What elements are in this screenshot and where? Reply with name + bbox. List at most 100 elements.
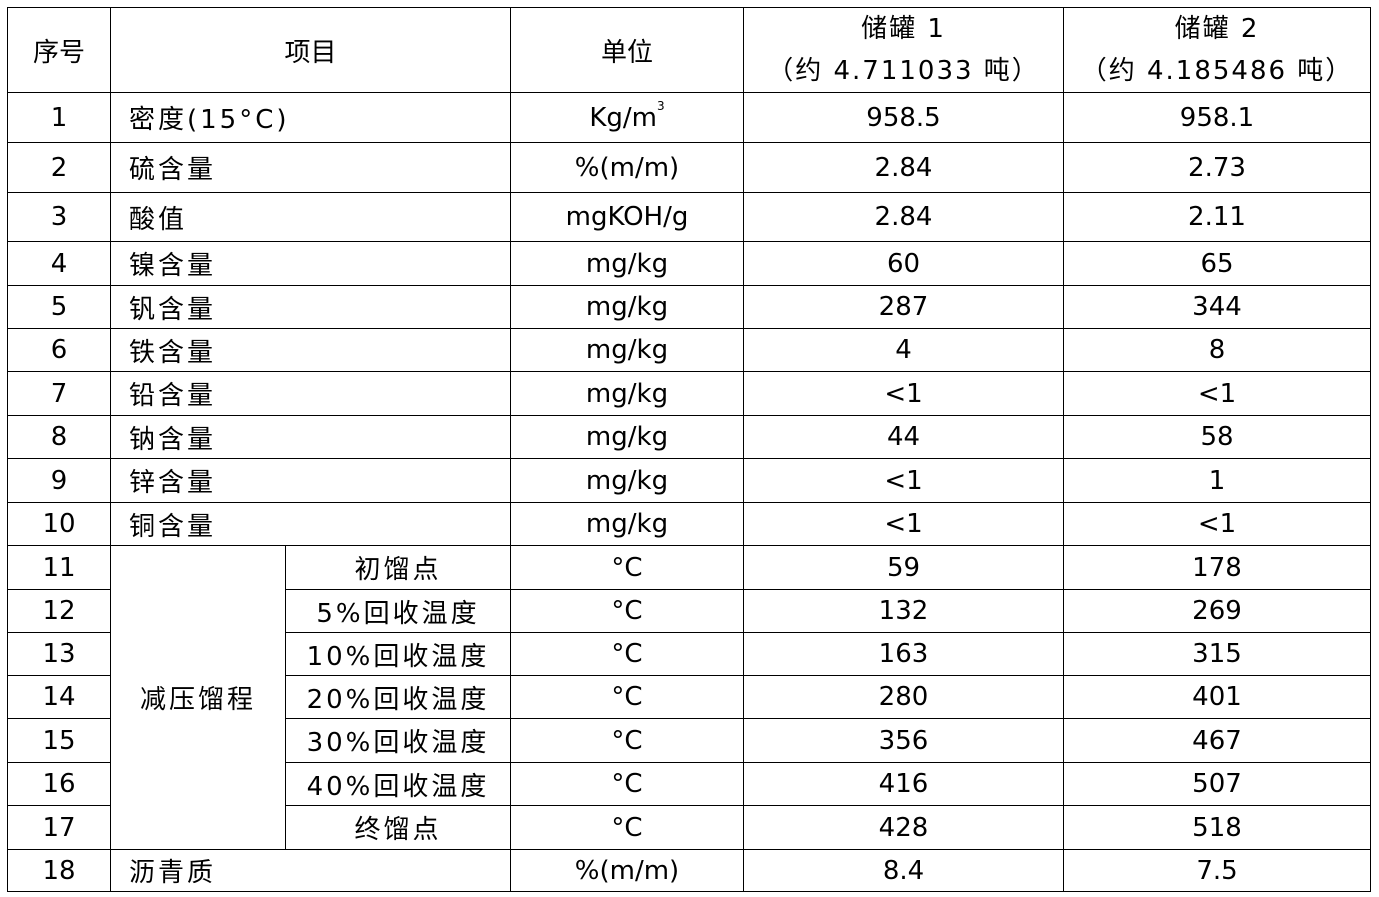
table-row: 6 铁含量 mg/kg 4 8 [7, 328, 1371, 372]
row-unit: mg/kg [510, 285, 744, 329]
row-tank1-value: 280 [743, 675, 1064, 719]
unit-text: °C [611, 812, 643, 843]
row-tank1-value: 2.84 [743, 192, 1064, 242]
table-row: 14 20%回收温度 °C 280 401 [7, 675, 1371, 719]
row-no: 15 [7, 718, 111, 763]
row-tank1-value: 44 [743, 415, 1064, 459]
row-subitem: 30%回收温度 [285, 718, 511, 763]
unit-text: °C [611, 682, 643, 712]
header-tank2: 储罐 2 （约 4.185486 吨） [1063, 7, 1371, 93]
unit-text: °C [611, 552, 643, 583]
unit-text: Kg/m [589, 102, 657, 133]
table-row: 3 酸值 mgKOH/g 2.84 2.11 [7, 192, 1371, 242]
row-no: 4 [7, 241, 111, 286]
row-item: 铁含量 [110, 328, 511, 372]
row-unit: mg/kg [510, 502, 744, 546]
row-tank2-value: 401 [1063, 675, 1371, 719]
row-unit: %(m/m) [510, 142, 744, 193]
header-row: 序号 项目 单位 储罐 1 （约 4.711033 吨） 储罐 2 （约 4.1… [7, 7, 1371, 93]
row-tank1-value: <1 [743, 458, 1064, 503]
table-row: 10 铜含量 mg/kg <1 <1 [7, 502, 1371, 546]
row-tank2-value: <1 [1063, 371, 1371, 416]
row-item: 沥青质 [110, 849, 511, 892]
row-item: 铅含量 [110, 371, 511, 416]
row-tank1-value: 8.4 [743, 849, 1064, 892]
unit-text: °C [611, 639, 643, 669]
row-unit: mg/kg [510, 241, 744, 286]
table-row: 15 30%回收温度 °C 356 467 [7, 718, 1371, 763]
row-no: 16 [7, 762, 111, 806]
row-item: 锌含量 [110, 458, 511, 503]
row-no: 6 [7, 328, 111, 372]
row-tank1-value: 4 [743, 328, 1064, 372]
row-tank1-value: 132 [743, 589, 1064, 633]
row-tank2-value: 467 [1063, 718, 1371, 763]
unit-text: mg/kg [585, 378, 669, 409]
row-no: 17 [7, 805, 111, 850]
unit-text: %(m/m) [574, 855, 680, 886]
row-subitem: 终馏点 [285, 805, 511, 850]
table-row: 13 10%回收温度 °C 163 315 [7, 632, 1371, 676]
row-subitem: 40%回收温度 [285, 762, 511, 806]
row-tank1-value: <1 [743, 502, 1064, 546]
row-tank2-value: 65 [1063, 241, 1371, 286]
row-tank1-value: 416 [743, 762, 1064, 806]
row-unit: °C [510, 805, 744, 850]
row-item: 铜含量 [110, 502, 511, 546]
row-unit: °C [510, 589, 744, 633]
row-unit: °C [510, 632, 744, 676]
row-tank1-value: 60 [743, 241, 1064, 286]
row-unit: °C [510, 718, 744, 763]
row-item: 钠含量 [110, 415, 511, 459]
table-row: 2 硫含量 %(m/m) 2.84 2.73 [7, 142, 1371, 193]
table-row: 11 减压馏程 初馏点 °C 59 178 [7, 545, 1371, 850]
row-tank1-value: 59 [743, 545, 1064, 590]
unit-text: mgKOH/g [565, 202, 689, 232]
tank2-weight: （约 4.185486 吨） [1080, 56, 1354, 86]
row-no: 10 [7, 502, 111, 546]
row-tank1-value: 163 [743, 632, 1064, 676]
row-tank2-value: 58 [1063, 415, 1371, 459]
row-no: 5 [7, 285, 111, 329]
unit-text: mg/kg [585, 465, 669, 496]
row-tank2-value: 958.1 [1063, 92, 1371, 143]
row-tank1-value: 958.5 [743, 92, 1064, 143]
unit-text: °C [611, 725, 643, 756]
row-tank2-value: 2.73 [1063, 142, 1371, 193]
row-tank2-value: 1 [1063, 458, 1371, 503]
table-row: 7 铅含量 mg/kg <1 <1 [7, 371, 1371, 416]
row-subitem: 10%回收温度 [285, 632, 511, 676]
table-row: 18 沥青质 %(m/m) 8.4 7.5 [7, 849, 1371, 892]
row-unit: °C [510, 675, 744, 719]
unit-text: mg/kg [585, 292, 669, 322]
row-unit: %(m/m) [510, 849, 744, 892]
header-item: 项目 [110, 7, 511, 93]
row-tank1-value: 428 [743, 805, 1064, 850]
row-subitem: 5%回收温度 [285, 589, 511, 633]
row-tank2-value: 507 [1063, 762, 1371, 806]
row-no: 1 [7, 92, 111, 143]
row-unit: °C [510, 545, 744, 590]
row-tank2-value: 344 [1063, 285, 1371, 329]
row-item: 硫含量 [110, 142, 511, 193]
row-tank1-value: 356 [743, 718, 1064, 763]
unit-text: mg/kg [585, 248, 669, 279]
unit-text: mg/kg [585, 509, 669, 539]
table-row: 16 40%回收温度 °C 416 507 [7, 762, 1371, 806]
row-tank2-value: 178 [1063, 545, 1371, 590]
row-tank2-value: <1 [1063, 502, 1371, 546]
row-tank1-value: 287 [743, 285, 1064, 329]
row-tank2-value: 315 [1063, 632, 1371, 676]
row-unit: mg/kg [510, 328, 744, 372]
header-no: 序号 [7, 7, 111, 93]
row-tank2-value: 7.5 [1063, 849, 1371, 892]
table-row: 5 钒含量 mg/kg 287 344 [7, 285, 1371, 329]
row-unit: mg/kg [510, 371, 744, 416]
header-unit: 单位 [510, 7, 744, 93]
unit-text: °C [611, 596, 643, 626]
row-unit: Kg/m3 [510, 92, 744, 143]
row-unit: °C [510, 762, 744, 806]
table-row: 4 镍含量 mg/kg 60 65 [7, 241, 1371, 286]
row-no: 14 [7, 675, 111, 719]
tank1-name: 储罐 1 [861, 14, 946, 44]
